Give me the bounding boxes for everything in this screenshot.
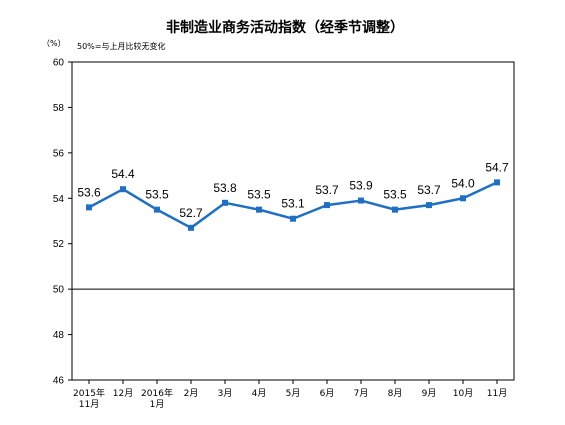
x-tick-label: 3月 xyxy=(218,388,233,399)
x-tick-label: 2016年 xyxy=(141,387,173,399)
data-label: 53.9 xyxy=(349,179,373,193)
x-tick-label: 11月 xyxy=(79,399,99,410)
y-tick-label: 52 xyxy=(53,239,65,250)
y-tick-label: 60 xyxy=(53,58,65,69)
x-tick-label: 8月 xyxy=(388,388,403,399)
data-point xyxy=(290,215,296,222)
data-label: 52.7 xyxy=(179,206,203,220)
y-tick-label: 58 xyxy=(53,103,65,114)
y-tick-label: 56 xyxy=(53,148,65,159)
chart-title: 非制造业商务活动指数（经季节调整） xyxy=(166,19,404,36)
data-point xyxy=(426,202,432,209)
y-tick-label: 48 xyxy=(53,330,65,341)
data-label: 53.7 xyxy=(417,183,441,197)
data-label: 54.0 xyxy=(451,176,475,190)
y-axis: 46 48 50 52 54 56 58 60 xyxy=(53,58,72,387)
data-point xyxy=(460,195,466,202)
chart-note: 50%=与上月比较无变化 xyxy=(77,41,165,51)
x-tick-label: 2月 xyxy=(184,388,199,399)
data-point xyxy=(188,224,194,231)
data-label: 53.1 xyxy=(281,197,305,211)
y-tick-label: 54 xyxy=(53,194,65,205)
y-tick-label: 46 xyxy=(53,376,65,387)
data-point xyxy=(154,206,160,213)
data-point xyxy=(120,186,126,193)
data-label: 53.5 xyxy=(383,188,407,202)
x-tick-label: 5月 xyxy=(286,388,301,399)
data-point xyxy=(392,206,398,213)
x-tick-label: 11月 xyxy=(487,388,507,399)
data-label: 53.7 xyxy=(315,183,339,197)
x-tick-label: 7月 xyxy=(354,388,369,399)
x-tick-label: 9月 xyxy=(422,388,437,399)
data-label: 53.5 xyxy=(247,188,271,202)
x-tick-label: 10月 xyxy=(453,388,473,399)
x-tick-label: 1月 xyxy=(150,399,165,410)
data-label: 54.7 xyxy=(485,160,509,174)
data-label: 53.8 xyxy=(213,181,237,195)
x-tick-label: 12月 xyxy=(113,388,133,399)
data-point xyxy=(358,197,364,204)
data-label: 53.5 xyxy=(145,188,169,202)
x-tick-label: 4月 xyxy=(252,388,267,399)
x-tick-label: 6月 xyxy=(320,388,335,399)
data-label: 54.4 xyxy=(111,167,135,181)
y-tick-label: 50 xyxy=(53,285,65,296)
data-labels: 53.6 54.4 53.5 52.7 53.8 53.5 53.1 53.7 53.9 53.5… xyxy=(77,160,509,219)
x-tick-label: 2015年 xyxy=(73,387,105,399)
data-point xyxy=(494,179,500,186)
data-point xyxy=(86,204,92,211)
data-point xyxy=(324,202,330,209)
data-point xyxy=(256,206,262,213)
data-label: 53.6 xyxy=(77,185,101,199)
series-markers xyxy=(86,179,500,231)
data-point xyxy=(222,199,228,206)
y-axis-unit-label: （%） xyxy=(42,39,66,48)
